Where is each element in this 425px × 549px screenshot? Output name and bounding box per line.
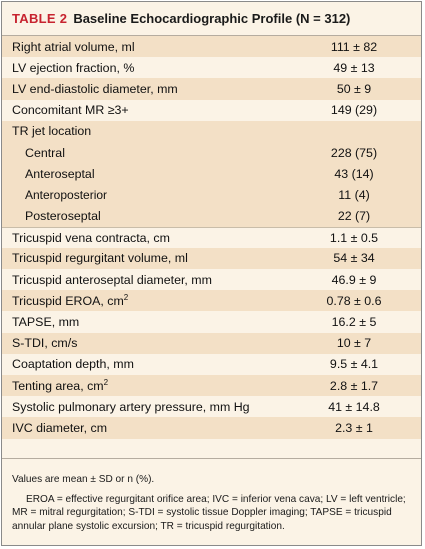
table-title-bar: TABLE 2 Baseline Echocardiographic Profi… <box>2 2 421 36</box>
table-row: TAPSE, mm 16.2 ± 5 <box>2 311 421 332</box>
row-value: 22 (7) <box>337 209 371 224</box>
superscript: 2 <box>103 377 109 387</box>
row-label: Central <box>25 145 65 160</box>
table-row: Posteroseptal 22 (7) <box>2 205 421 227</box>
table-row: Anteroposterior 11 (4) <box>2 184 421 206</box>
row-label: LV end-diastolic diameter, mm <box>12 81 178 96</box>
row-value: 2.3 ± 1 <box>335 420 373 435</box>
row-value: 9.5 ± 4.1 <box>329 357 379 372</box>
table-row: LV ejection fraction, % 49 ± 13 <box>2 57 421 78</box>
row-value: 16.2 ± 5 <box>331 315 377 330</box>
row-label: IVC diameter, cm <box>12 420 108 435</box>
table-row: Tricuspid regurgitant volume, ml 54 ± 34 <box>2 247 421 270</box>
row-value: 0.78 ± 0.6 <box>326 293 382 308</box>
row-value: 49 ± 13 <box>333 60 375 75</box>
row-label: Coaptation depth, mm <box>12 357 134 372</box>
table-row: Coaptation depth, mm 9.5 ± 4.1 <box>2 354 421 375</box>
row-value: 54 ± 34 <box>333 251 375 266</box>
row-value: 111 ± 82 <box>330 39 378 54</box>
row-label: Anteroposterior <box>25 187 108 202</box>
row-label: Tricuspid regurgitant volume, ml <box>12 251 188 266</box>
row-label: Tricuspid EROA, cm2 <box>12 292 129 308</box>
row-label: Systolic pulmonary artery pressure, mm H… <box>12 399 250 414</box>
row-label: TAPSE, mm <box>12 315 80 330</box>
row-value: 43 (14) <box>334 166 374 181</box>
table-row: Tricuspid EROA, cm2 0.78 ± 0.6 <box>2 290 421 312</box>
row-label: Anteroseptal <box>25 166 95 181</box>
row-label: Concomitant MR ≥3+ <box>12 103 129 118</box>
row-value: 11 (4) <box>338 187 370 202</box>
superscript: 2 <box>123 292 129 302</box>
row-label: LV ejection fraction, % <box>12 60 135 75</box>
row-label: Tenting area, cm2 <box>12 377 109 393</box>
row-value: 41 ± 14.8 <box>328 399 380 414</box>
row-label: Tricuspid anteroseptal diameter, mm <box>12 272 212 287</box>
table-footnotes: Values are mean ± SD or n (%). EROA = ef… <box>2 458 421 533</box>
row-value: 2.8 ± 1.7 <box>329 378 379 393</box>
table-row: Concomitant MR ≥3+ 149 (29) <box>2 100 421 121</box>
table-row: Tenting area, cm2 2.8 ± 1.7 <box>2 375 421 397</box>
row-value: 149 (29) <box>330 103 378 118</box>
row-value: 50 ± 9 <box>336 81 372 96</box>
row-label: Tricuspid vena contracta, cm <box>12 230 170 245</box>
table-label: TABLE 2 <box>12 11 68 26</box>
table-row: LV end-diastolic diameter, mm 50 ± 9 <box>2 78 421 100</box>
row-label: S-TDI, cm/s <box>12 336 78 351</box>
table-row-group-header: TR jet location <box>2 120 421 142</box>
row-label: Posteroseptal <box>25 209 101 224</box>
row-value: 228 (75) <box>330 145 378 160</box>
values-note: Values are mean ± SD or n (%). <box>12 474 155 485</box>
table-title: Baseline Echocardiographic Profile (N = … <box>73 11 351 26</box>
table-row: Systolic pulmonary artery pressure, mm H… <box>2 396 421 417</box>
row-label: Right atrial volume, ml <box>12 39 135 54</box>
row-value: 1.1 ± 0.5 <box>329 230 379 245</box>
table-body: Right atrial volume, ml 111 ± 82 LV ejec… <box>2 36 421 439</box>
table-row: Right atrial volume, ml 111 ± 82 <box>2 36 421 58</box>
table-row: S-TDI, cm/s 10 ± 7 <box>2 332 421 354</box>
table-row: IVC diameter, cm 2.3 ± 1 <box>2 417 421 439</box>
row-value: 10 ± 7 <box>336 336 372 351</box>
table-row: Tricuspid vena contracta, cm 1.1 ± 0.5 <box>2 226 421 248</box>
abbreviations-note: EROA = effective regurgitant orifice are… <box>12 493 406 532</box>
table-row: Central 228 (75) <box>2 141 421 164</box>
row-value: 46.9 ± 9 <box>331 272 377 287</box>
table-row: Anteroseptal 43 (14) <box>2 163 421 185</box>
table-row: Tricuspid anteroseptal diameter, mm 46.9… <box>2 269 421 290</box>
row-label: TR jet location <box>12 124 92 139</box>
